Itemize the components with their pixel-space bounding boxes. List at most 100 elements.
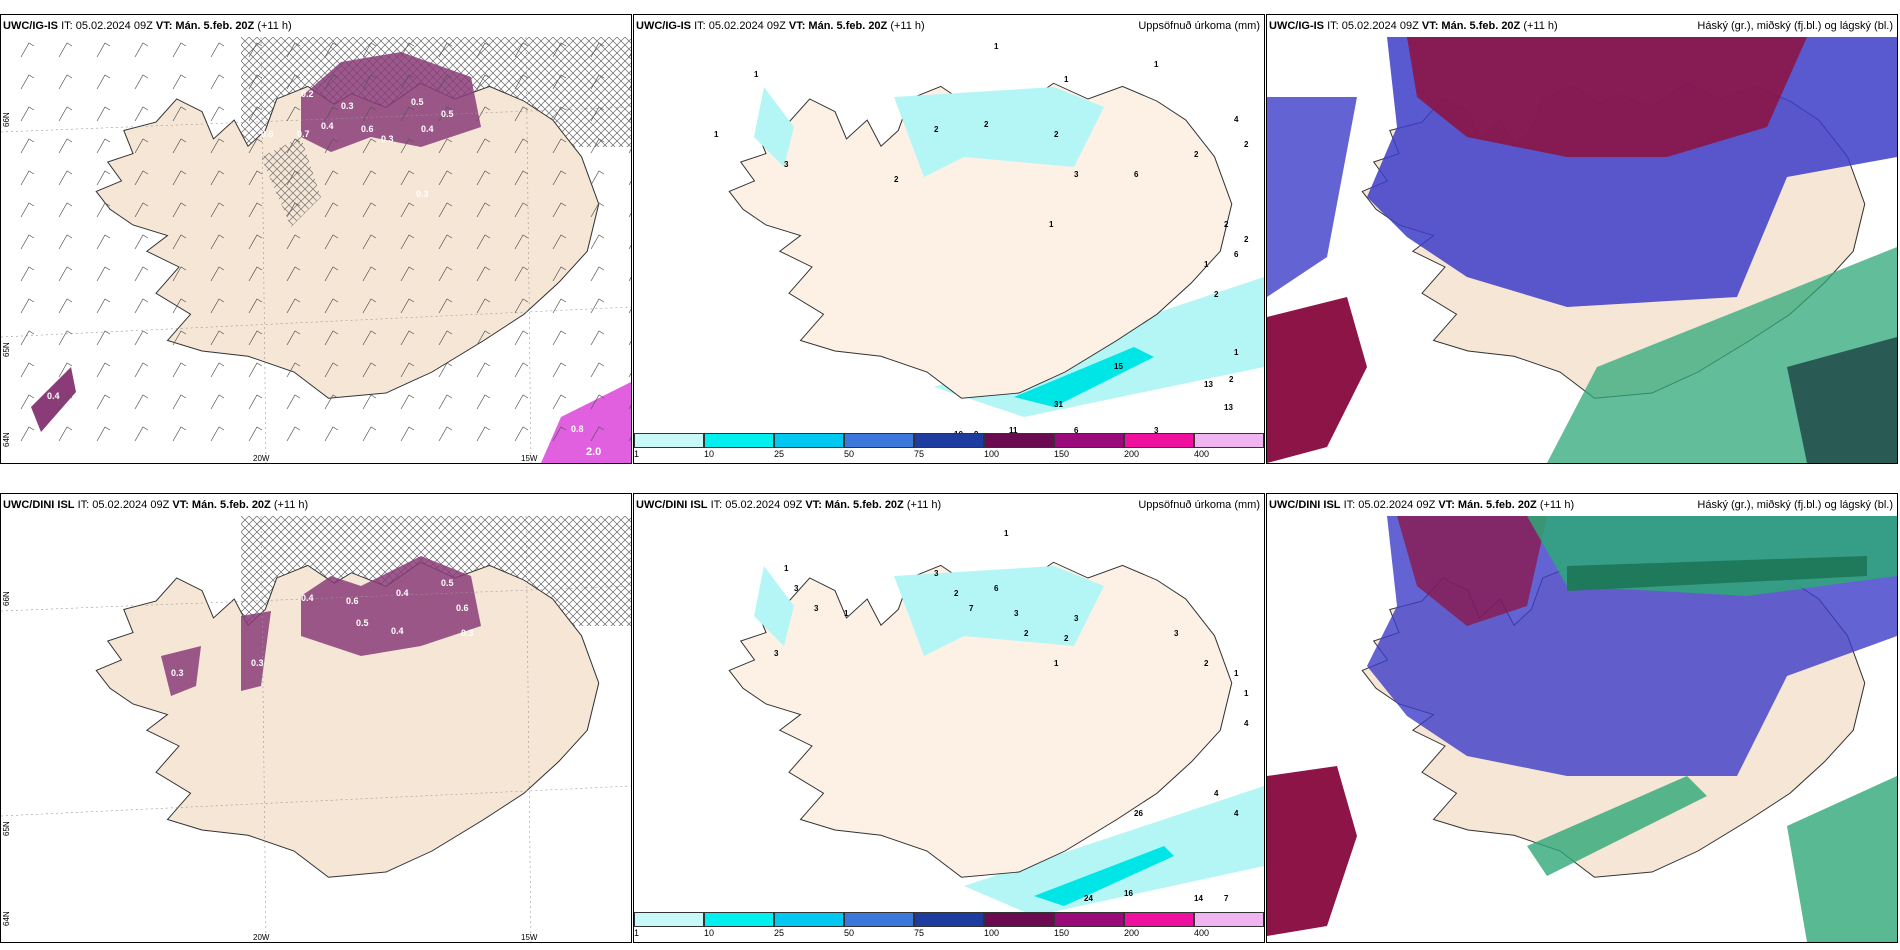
precip-value-label: 4 [1234, 809, 1239, 818]
precip-value-label: 26 [1134, 809, 1143, 818]
wind-barb [58, 298, 73, 314]
wind-barb [438, 426, 453, 442]
colorbar-segment [984, 912, 1054, 927]
precip-value-label: 3 [1174, 629, 1179, 638]
wind-barb [438, 138, 453, 154]
wind-barb [400, 170, 415, 186]
wind-barb [248, 330, 263, 346]
precip-value-label: 2 [1229, 375, 1234, 384]
wind-barb [172, 394, 187, 410]
wind-barb [324, 42, 339, 58]
precip-colorbar: 1 10 25 50 75 100 150 200 400 [634, 433, 1264, 459]
colorbar-segment [774, 433, 844, 448]
wind-barb [324, 106, 339, 122]
wind-barb [514, 298, 529, 314]
wind-barb [324, 234, 339, 250]
wind-barb [286, 74, 301, 90]
precip-value-label: 2 [1064, 634, 1069, 643]
precip-value-label: 6 [1074, 426, 1079, 435]
cloud-map[interactable] [1267, 37, 1897, 463]
wind-barb [20, 74, 35, 90]
wind-barb [20, 138, 35, 154]
precip-map[interactable]: 11111222233642212216212151313311091163 [634, 37, 1264, 447]
wind-barb [362, 170, 377, 186]
precip-value-label: 3 [1074, 170, 1079, 179]
precip-value-label: 1 [784, 564, 789, 573]
svg-text:0.3: 0.3 [341, 101, 354, 111]
wind-barb [20, 266, 35, 282]
wind-barb [210, 266, 225, 282]
wind-barb [324, 138, 339, 154]
wind-barb [476, 362, 491, 378]
precip-colorbar: 1 10 25 50 75 100 150 200 400 [634, 912, 1264, 938]
precip-value-label: 2 [1204, 659, 1209, 668]
precip-value-label: 3 [794, 584, 799, 593]
wind-barb [552, 298, 567, 314]
wind-barb [400, 298, 415, 314]
precip-value-label: 2 [1024, 629, 1029, 638]
wind-barb [96, 138, 111, 154]
precip-value-label: 1 [754, 70, 759, 79]
precip-value-label: 1 [1204, 260, 1209, 269]
wind-barb [134, 138, 149, 154]
snow-area-sw [541, 382, 631, 463]
colorbar-segment [634, 433, 704, 448]
precip-value-label: 1 [1154, 60, 1159, 69]
wind-barb [552, 202, 567, 218]
wind-barb [590, 394, 605, 410]
snow-wind-map[interactable]: 0.4 0.6 0.4 0.5 0.6 0.3 0.5 0.4 0.3 0.3 … [1, 516, 631, 942]
wind-barb [590, 42, 605, 58]
wind-barb [400, 74, 415, 90]
panel-ig-precip: UWC/IG-IS IT: 05.02.2024 09Z VT: Mán. 5.… [633, 14, 1265, 464]
wind-barb [552, 170, 567, 186]
precip-map[interactable]: 113331237632321321144426241614754 [634, 516, 1264, 926]
colorbar-segment [844, 912, 914, 927]
wind-barb [514, 234, 529, 250]
wind-barb [362, 330, 377, 346]
wind-barb [210, 394, 225, 410]
wind-barb [20, 426, 35, 442]
wind-barb [514, 362, 529, 378]
precip-value-label: 31 [1054, 400, 1063, 409]
wind-barb [400, 42, 415, 58]
cloud-map[interactable] [1267, 516, 1897, 942]
svg-text:0.4: 0.4 [301, 593, 314, 603]
wind-barb [172, 202, 187, 218]
wind-barb [590, 202, 605, 218]
svg-text:0.3: 0.3 [251, 658, 264, 668]
precip-value-label: 7 [969, 604, 974, 613]
panel-title: UWC/DINI ISL IT: 05.02.2024 09Z VT: Mán.… [3, 499, 309, 511]
wind-barb [58, 42, 73, 58]
svg-text:64N: 64N [2, 911, 11, 926]
wind-barb [438, 74, 453, 90]
wind-barb [20, 42, 35, 58]
wind-barb [248, 138, 263, 154]
wind-barb [476, 42, 491, 58]
precip-value-label: 1 [714, 130, 719, 139]
wind-barb [362, 106, 377, 122]
snow-wind-map[interactable]: 0.2 0.3 0.5 0.4 0.6 0.3 0.5 0.7 0.4 0.6 … [1, 37, 631, 463]
wind-barb [134, 106, 149, 122]
wind-barb [438, 106, 453, 122]
wind-barb [324, 170, 339, 186]
wind-barb [476, 426, 491, 442]
wind-barb [286, 234, 301, 250]
wind-barb [362, 394, 377, 410]
precip-value-label: 2 [1244, 235, 1249, 244]
wind-barb [134, 394, 149, 410]
wind-barb [476, 266, 491, 282]
colorbar-tick-label: 1 [634, 928, 640, 938]
wind-barb [590, 362, 605, 378]
wind-barb [552, 266, 567, 282]
wind-barb [324, 202, 339, 218]
precip-value-label: 15 [1114, 362, 1123, 371]
wind-barb [96, 234, 111, 250]
svg-text:0.8: 0.8 [571, 424, 584, 434]
panel-title: UWC/IG-IS IT: 05.02.2024 09Z VT: Mán. 5.… [3, 20, 292, 32]
wind-barb [248, 394, 263, 410]
wind-barb [134, 202, 149, 218]
precip-value-label: 3 [814, 604, 819, 613]
wind-barb [324, 298, 339, 314]
wind-barb [210, 234, 225, 250]
panel-ig-clouds: UWC/IG-IS IT: 05.02.2024 09Z VT: Mán. 5.… [1266, 14, 1898, 464]
